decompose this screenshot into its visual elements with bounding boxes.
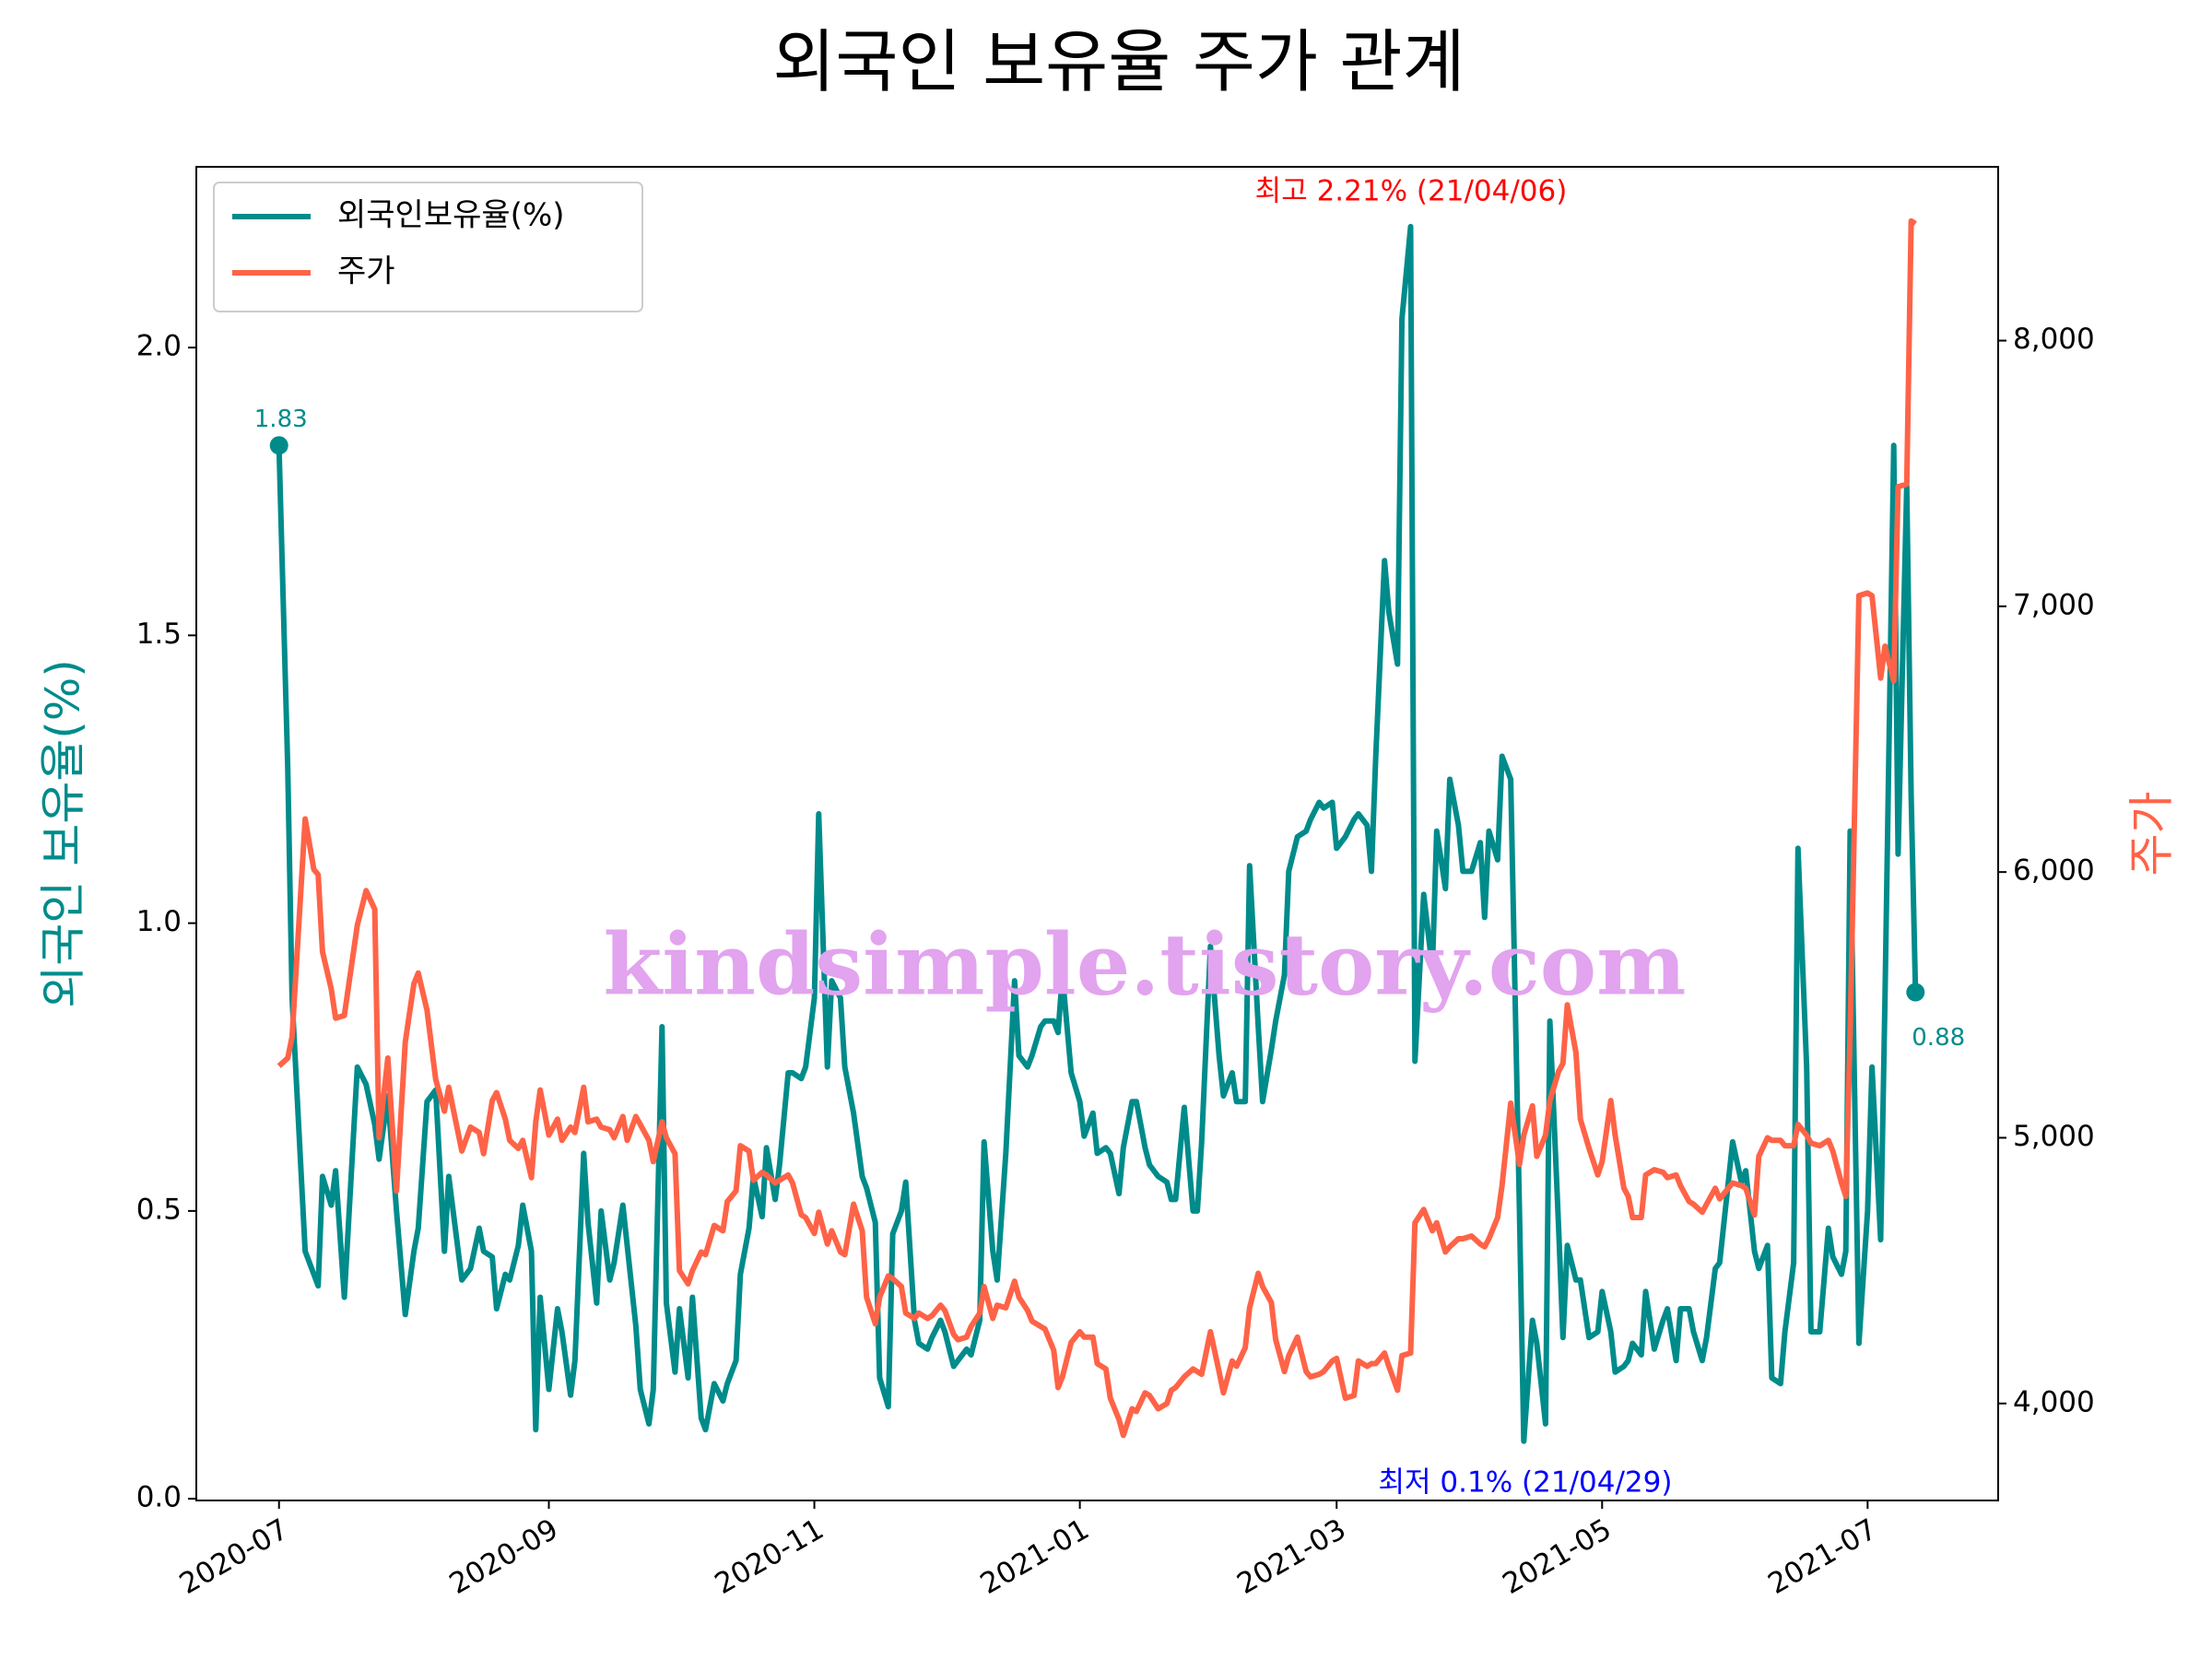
- y2-tick-label: 5,000: [2013, 1120, 2095, 1153]
- y2-tick-label: 6,000: [2013, 854, 2095, 888]
- y2-axis-label: 주가: [2125, 792, 2179, 877]
- legend-label: 외국인보유율(%): [337, 197, 565, 234]
- data-label: 0.88: [1912, 1024, 1965, 1052]
- y-axis-label: 외국인 보유율(%): [37, 659, 90, 1007]
- end-marker: [1906, 982, 1925, 1002]
- chart-title: 외국인 보유율 주가 관계: [772, 23, 1465, 102]
- y2-tick-label: 4,000: [2013, 1385, 2095, 1418]
- legend: 외국인보유율(%) 주가: [213, 182, 643, 312]
- y2-tick-label: 7,000: [2013, 588, 2095, 621]
- legend-box: [213, 182, 643, 312]
- watermark: kindsimple.tistory.com: [603, 915, 1686, 1015]
- annotation: 최고 2.21% (21/04/06): [1255, 175, 1568, 208]
- y-tick-label: 2.0: [136, 330, 182, 363]
- plot-frame: [195, 166, 1999, 1501]
- y-tick-label: 1.0: [136, 905, 182, 938]
- legend-label: 주가: [337, 253, 395, 290]
- y-tick-label: 0.5: [136, 1193, 182, 1226]
- annotation: 최저 0.1% (21/04/29): [1379, 1466, 1673, 1500]
- data-label: 1.83: [254, 406, 308, 433]
- y2-tick-label: 8,000: [2013, 323, 2095, 356]
- y-tick-label: 1.5: [136, 618, 182, 651]
- series-line: [276, 223, 1919, 1444]
- y-tick-label: 0.0: [136, 1481, 182, 1514]
- end-marker: [269, 436, 288, 455]
- series-line: [276, 218, 1917, 1439]
